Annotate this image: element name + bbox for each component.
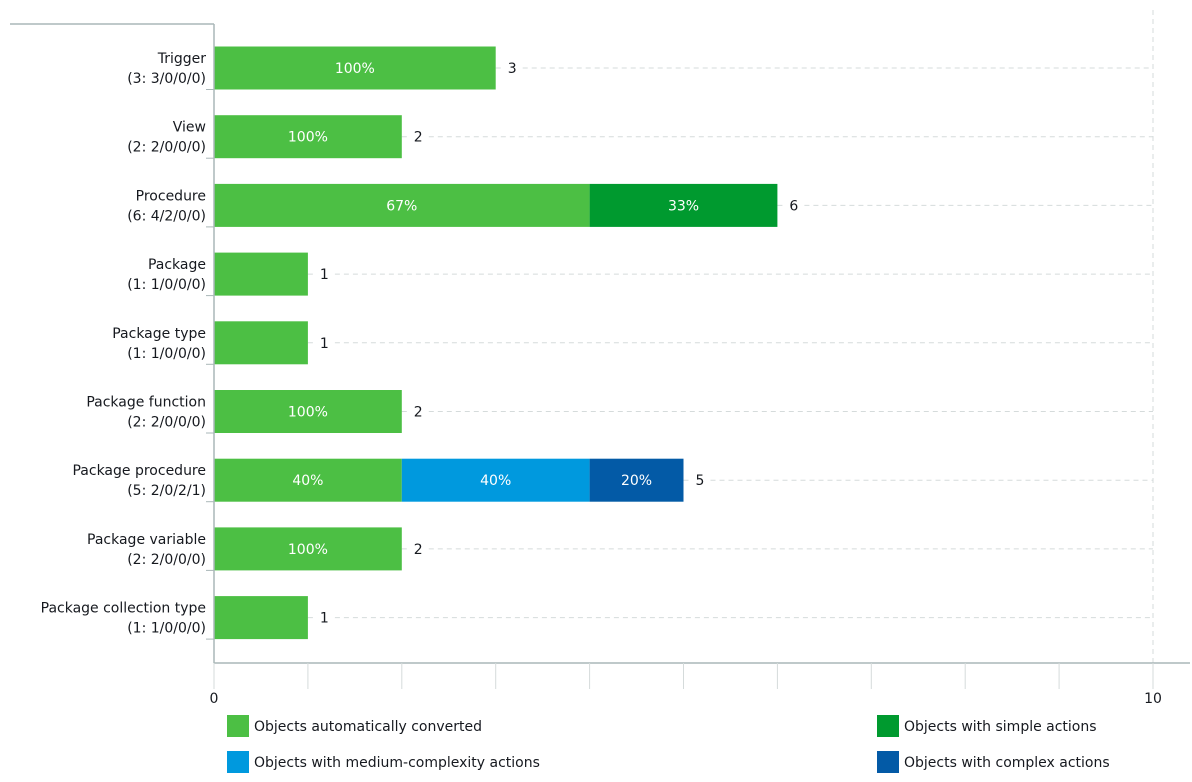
bar-segment	[214, 46, 496, 90]
bar-segment	[214, 115, 402, 159]
category-label: Trigger	[157, 51, 207, 67]
axes: 0 10 Trigger (3: 3/0/0/0) View (2: 2/0/0/0) Pr…	[10, 23, 1190, 707]
total-label-bg	[407, 126, 428, 147]
category-count-label: (5: 2/0/2/1)	[127, 483, 206, 499]
bar-segment	[214, 321, 308, 365]
category-count-label: (2: 2/0/0/0)	[127, 140, 206, 156]
bar-total-label: 2	[414, 542, 423, 558]
x-tick-label: 10	[1144, 691, 1162, 707]
legend-label: Objects with simple actions	[904, 719, 1097, 735]
segment-percent-label: 100%	[288, 542, 328, 558]
legend: Objects automatically converted Objects w…	[227, 715, 1110, 773]
bar-segment	[214, 390, 402, 433]
bar-total-label: 1	[320, 611, 329, 627]
bar-segment	[214, 596, 308, 640]
bar-segment	[401, 458, 590, 502]
segment-percent-label: 100%	[288, 130, 328, 146]
bar-segment	[214, 527, 402, 571]
bar-segment	[589, 183, 778, 227]
bar-segment	[589, 458, 684, 502]
category-label: Package collection type	[41, 601, 206, 617]
segment-percent-label: 100%	[335, 61, 375, 77]
total-label-bg	[407, 538, 428, 559]
category-label: Package function	[86, 395, 206, 411]
category-label: Procedure	[136, 188, 206, 204]
segment-percent-label: 40%	[480, 473, 511, 489]
x-tick-label: 0	[210, 691, 219, 707]
segment-percent-label: 67%	[386, 198, 417, 214]
bar-total-label: 1	[320, 336, 329, 352]
segment-percent-label: 20%	[621, 473, 652, 489]
bars: 100% 3 100% 2 67% 33% 6 1 1 100% 2 40% 40% 20% 5 100% 2 1	[214, 46, 804, 640]
total-label-bg	[313, 332, 334, 353]
total-label-bg	[783, 195, 804, 216]
legend-label: Objects with complex actions	[904, 755, 1110, 771]
segment-percent-label: 100%	[288, 405, 328, 421]
segment-percent-label: 33%	[668, 198, 699, 214]
bar-total-label: 6	[789, 198, 798, 214]
total-label-bg	[313, 607, 334, 628]
total-label-bg	[407, 401, 428, 422]
legend-label: Objects with medium-complexity actions	[254, 755, 540, 771]
total-label-bg	[501, 58, 522, 78]
legend-swatch	[877, 751, 899, 773]
category-count-label: (2: 2/0/0/0)	[127, 552, 206, 568]
category-label: Package type	[112, 326, 206, 342]
category-label: View	[173, 120, 206, 136]
category-count-label: (3: 3/0/0/0)	[127, 71, 206, 87]
category-count-label: (2: 2/0/0/0)	[127, 415, 206, 431]
bar-total-label: 1	[320, 267, 329, 283]
category-label: Package procedure	[72, 463, 206, 479]
segment-percent-label: 40%	[292, 473, 323, 489]
category-label: Package	[148, 257, 206, 273]
category-count-label: (1: 1/0/0/0)	[127, 346, 206, 362]
bar-total-label: 3	[508, 61, 517, 77]
category-count-label: (1: 1/0/0/0)	[127, 277, 206, 293]
bar-segment	[214, 458, 402, 502]
category-label: Package variable	[87, 532, 206, 548]
legend-swatch	[227, 751, 249, 773]
legend-swatch	[227, 715, 249, 737]
bar-segment	[214, 183, 590, 227]
category-count-label: (1: 1/0/0/0)	[127, 621, 206, 637]
bar-total-label: 2	[414, 405, 423, 421]
bar-total-label: 2	[414, 130, 423, 146]
legend-label: Objects automatically converted	[254, 719, 482, 735]
category-count-label: (6: 4/2/0/0)	[127, 208, 206, 224]
bar-segment	[214, 252, 308, 296]
bar-total-label: 5	[696, 473, 705, 489]
grid-lines	[307, 10, 1154, 663]
total-label-bg	[313, 264, 334, 285]
legend-swatch	[877, 715, 899, 737]
total-label-bg	[689, 470, 710, 491]
